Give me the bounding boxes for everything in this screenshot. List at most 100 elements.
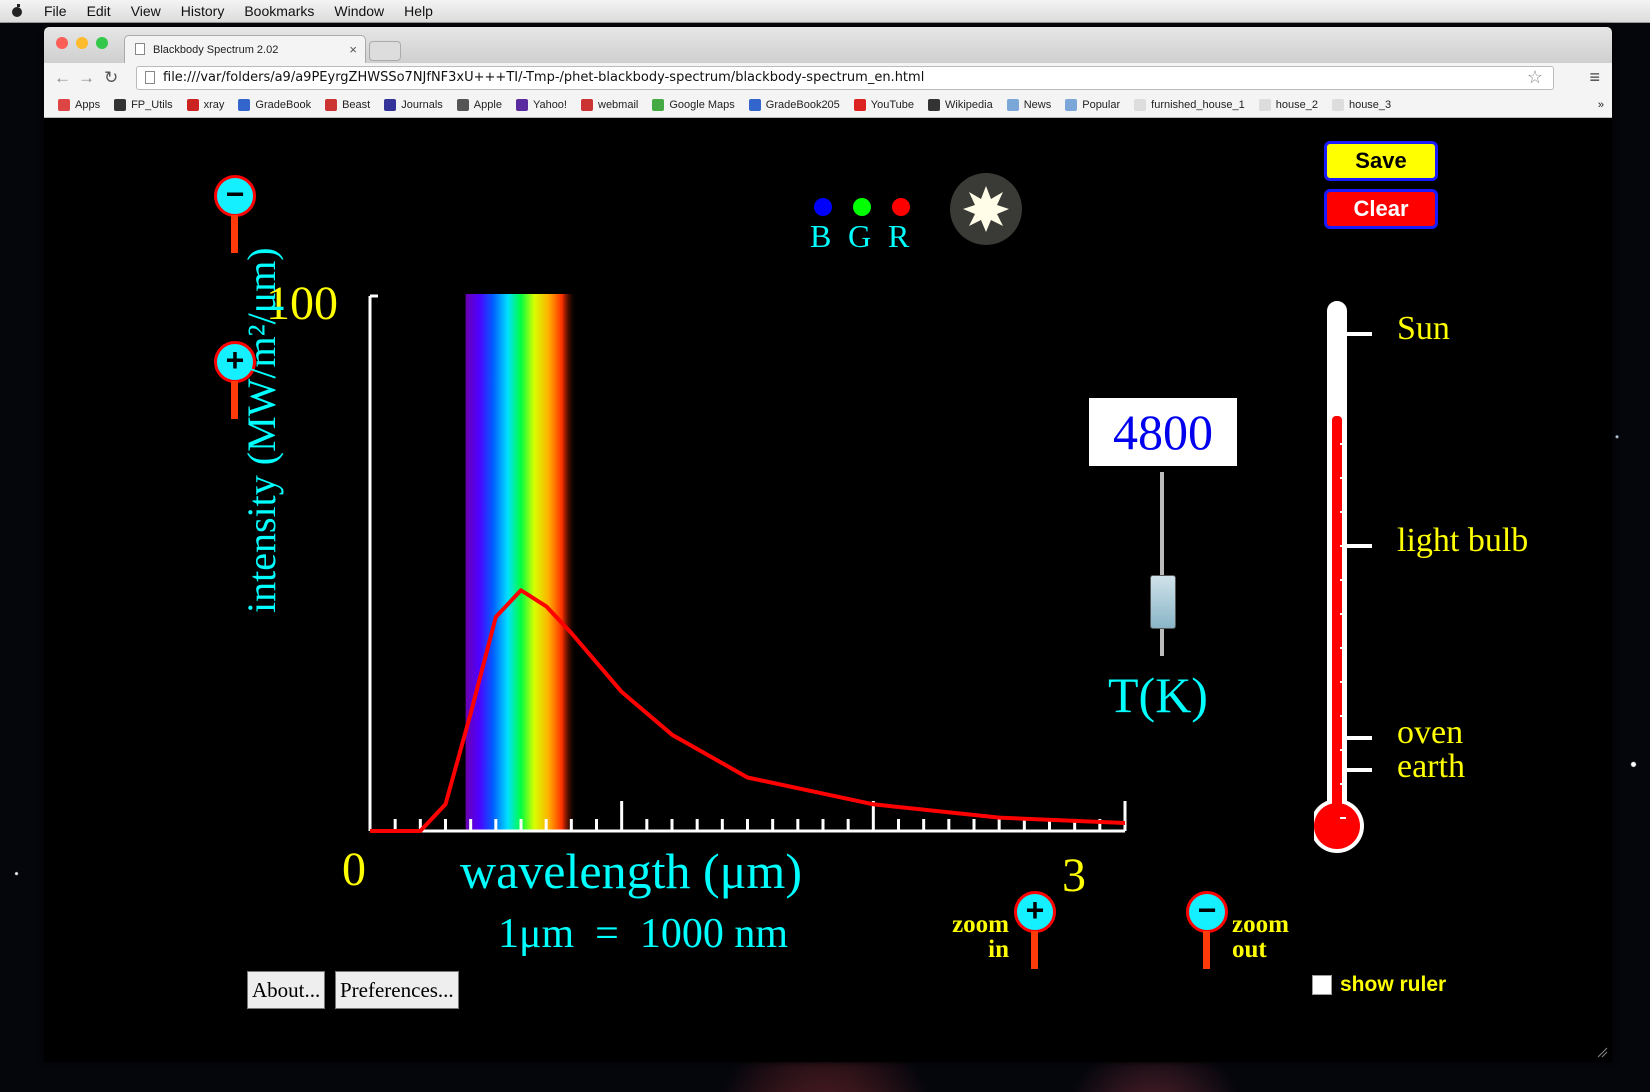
x-max-label: 3 — [1062, 849, 1086, 902]
bookmark-fp-utils[interactable]: FP_Utils — [114, 99, 173, 111]
zoom-in-label: zoom in — [952, 911, 1009, 963]
bookmarks-bar: Apps FP_Utils xray GradeBook Beast Journals Ap… — [44, 93, 1612, 118]
more-bookmarks-icon[interactable]: » — [1597, 99, 1604, 111]
label-b: B — [810, 218, 832, 254]
bookmark-label: furnished_house_1 — [1151, 99, 1245, 111]
bookmark-beast[interactable]: Beast — [325, 99, 370, 111]
thermometer — [1314, 299, 1372, 853]
menu-bookmarks[interactable]: Bookmarks — [244, 3, 315, 19]
bookmark-label: Journals — [401, 99, 443, 111]
bookmark-label: FP_Utils — [131, 99, 173, 111]
new-tab-button[interactable] — [369, 41, 401, 61]
star-color-indicator — [950, 173, 1022, 245]
tab-blackbody[interactable]: Blackbody Spectrum 2.02 × — [124, 35, 366, 64]
bookmark-icon — [186, 99, 199, 111]
thermometer-mark-oven: oven — [1397, 714, 1464, 751]
horizontal-zoom-out-button[interactable]: − — [1186, 891, 1228, 971]
zoom-window-button[interactable] — [96, 37, 108, 49]
magnifier-handle — [231, 381, 238, 419]
vertical-zoom-out-button[interactable]: − — [214, 175, 256, 255]
apple-icon[interactable] — [10, 4, 24, 18]
about-button[interactable]: About... — [247, 971, 326, 1009]
unit-note: 1μm = 1000 nm — [498, 911, 789, 957]
save-button[interactable]: Save — [1324, 141, 1438, 181]
bookmark-icon — [238, 99, 251, 111]
clear-button[interactable]: Clear — [1324, 189, 1438, 229]
label-r: R — [888, 218, 910, 254]
bookmark-webmail[interactable]: webmail — [581, 99, 638, 111]
resize-grip-icon[interactable] — [1596, 1046, 1608, 1058]
minimize-window-button[interactable] — [76, 37, 88, 49]
menu-history[interactable]: History — [180, 3, 225, 19]
menu-file[interactable]: File — [44, 3, 67, 19]
bookmark-icon — [515, 99, 528, 111]
bookmark-google-maps[interactable]: Google Maps — [652, 99, 735, 111]
zoom-out-label: zoom out — [1232, 911, 1289, 963]
bookmark-icon — [1331, 99, 1344, 111]
page-icon — [135, 43, 145, 55]
back-arrow-icon[interactable]: ← — [54, 68, 71, 87]
preferences-button[interactable]: Preferences... — [335, 971, 459, 1009]
x-axis-label: wavelength (μm) — [460, 843, 802, 899]
bookmark-icon — [456, 99, 469, 111]
bookmark-house-3[interactable]: house_3 — [1331, 99, 1391, 111]
bookmark-news[interactable]: News — [1006, 99, 1051, 111]
magnifier-handle — [1031, 931, 1038, 969]
bookmark-label: Apple — [473, 99, 502, 111]
bookmark-label: GradeBook205 — [765, 99, 840, 111]
bookmark-label: Yahoo! — [532, 99, 567, 111]
bookmark-youtube[interactable]: YouTube — [853, 99, 915, 111]
bookmark-icon — [748, 99, 761, 111]
star-burst-icon — [963, 186, 1009, 232]
thermometer-mark-sun: Sun — [1397, 310, 1450, 347]
bookmark-label: YouTube — [870, 99, 915, 111]
address-bar[interactable]: file:///var/folders/a9/a9PEyrgZHWSSo7NJf… — [136, 66, 1554, 90]
url-text: file:///var/folders/a9/a9PEyrgZHWSSo7NJf… — [163, 70, 925, 85]
bookmark-popular[interactable]: Popular — [1065, 99, 1120, 111]
bookmark-star-icon[interactable]: ☆ — [1526, 67, 1543, 87]
bookmark-icon — [1134, 99, 1147, 111]
show-ruler-checkbox[interactable] — [1312, 975, 1332, 995]
browser-window: Blackbody Spectrum 2.02 × ← → ↻ file:///… — [44, 27, 1612, 1062]
bookmark-label: Google Maps — [669, 99, 735, 111]
bookmark-yahoo-[interactable]: Yahoo! — [515, 99, 567, 111]
bookmark-apps[interactable]: Apps — [58, 99, 100, 111]
bookmark-label: GradeBook — [255, 99, 312, 111]
forward-arrow-icon[interactable]: → — [78, 68, 95, 87]
bookmark-gradebook205[interactable]: GradeBook205 — [748, 99, 840, 111]
tab-strip: Blackbody Spectrum 2.02 × — [44, 27, 1612, 64]
bookmark-wikipedia[interactable]: Wikipedia — [928, 99, 993, 111]
menu-edit[interactable]: Edit — [86, 3, 111, 19]
bookmark-gradebook[interactable]: GradeBook — [238, 99, 311, 111]
menu-view[interactable]: View — [130, 3, 161, 19]
menu-help[interactable]: Help — [404, 3, 433, 19]
bookmark-xray[interactable]: xray — [186, 99, 224, 111]
bookmark-icon — [1006, 99, 1019, 111]
green-dot — [853, 198, 871, 216]
temperature-slider-track[interactable] — [1160, 472, 1164, 656]
bookmark-icon — [325, 99, 338, 111]
blue-dot — [814, 198, 832, 216]
bookmark-apple[interactable]: Apple — [456, 99, 502, 111]
temperature-slider-thumb[interactable] — [1150, 574, 1176, 629]
menubar: File Edit View History Bookmarks Window … — [0, 0, 1650, 23]
bookmark-icon — [1065, 99, 1078, 111]
show-ruler-label[interactable]: show ruler — [1340, 973, 1447, 996]
bookmark-label: Wikipedia — [945, 99, 993, 111]
bookmark-house-2[interactable]: house_2 — [1258, 99, 1318, 111]
close-window-button[interactable] — [56, 37, 68, 49]
reload-icon[interactable]: ↻ — [104, 68, 119, 87]
menu-window[interactable]: Window — [334, 3, 385, 19]
bookmark-label: Beast — [342, 99, 371, 111]
bookmark-icon — [58, 99, 70, 111]
browser-menu-icon[interactable]: ≡ — [1589, 67, 1600, 87]
horizontal-zoom-in-button[interactable]: + — [1014, 891, 1056, 971]
bookmark-furnished-house-1[interactable]: furnished_house_1 — [1134, 99, 1245, 111]
tab-close-icon[interactable]: × — [349, 42, 357, 57]
bookmark-journals[interactable]: Journals — [384, 99, 443, 111]
vertical-zoom-in-button[interactable]: + — [214, 341, 256, 421]
temperature-readout[interactable]: 4800 — [1089, 398, 1237, 466]
bookmark-icon — [652, 99, 665, 111]
bookmark-icon — [114, 99, 127, 111]
file-icon — [145, 71, 155, 84]
